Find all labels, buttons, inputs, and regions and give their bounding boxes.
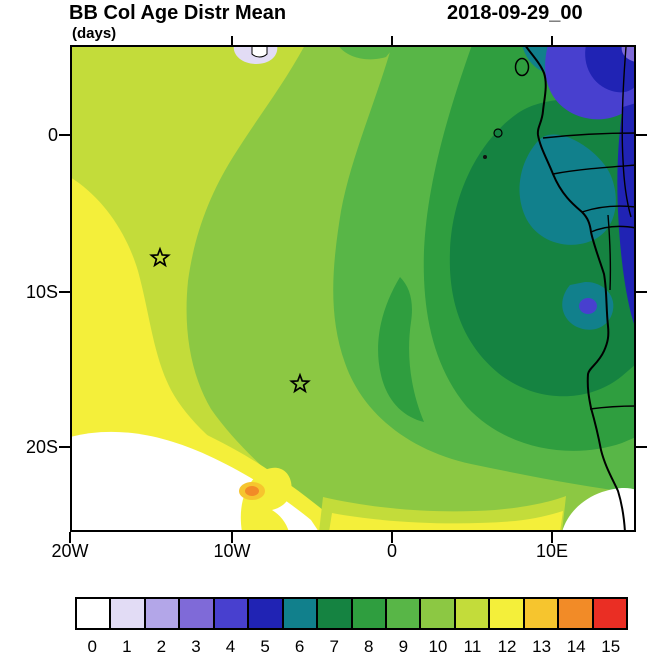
colorbar-cell-10	[421, 599, 456, 628]
colorbar-cell-14	[559, 599, 594, 628]
colorbar-cell-4	[214, 599, 250, 628]
colorbar-cell-9	[386, 599, 422, 628]
colorbar-cell-5	[249, 599, 284, 628]
x-tick-label-10w: 10W	[213, 541, 251, 561]
colorbar-tick-label: 15	[601, 637, 621, 656]
colorbar-cell-12	[490, 599, 525, 628]
colorbar-tick-label: 13	[532, 637, 552, 656]
contour-southeast-0d	[562, 487, 636, 532]
island-annobon	[483, 155, 487, 159]
colorbar-tick-label: 11	[463, 637, 482, 656]
colorbar-tick-label: 12	[497, 637, 517, 656]
colorbar-cell-15	[593, 599, 626, 628]
contour-top-notch-0d	[251, 45, 268, 58]
contour-pocket-14d	[245, 486, 259, 496]
island-bioko	[514, 57, 530, 77]
y-tick-label-0: 0	[47, 125, 58, 145]
contour-pocket-4d	[579, 298, 597, 314]
island-sao-tome	[493, 128, 503, 138]
colorbar-cell-1	[111, 599, 146, 628]
colorbar-tick-label: 0	[87, 637, 98, 656]
colorbar-cell-3	[180, 599, 215, 628]
colorbar-cell-11	[455, 599, 491, 628]
colorbar-tick-label: 7	[329, 637, 339, 656]
x-tick-label-0: 0	[386, 541, 397, 561]
colorbar-tick-label: 6	[294, 637, 305, 656]
plot-timestamp: 2018-09-29_00	[447, 2, 583, 24]
plot-units: (days)	[72, 25, 117, 42]
colorbar: 0 1 2 3 4 5 6 7 8 9 10 11 12 13 14 15	[75, 597, 628, 657]
colorbar-cell-8	[352, 599, 387, 628]
colorbar-tick-label: 9	[398, 637, 409, 656]
x-tick-label-20w: 20W	[51, 541, 89, 561]
contour-coast-6d	[519, 134, 616, 245]
colorbar-cell-7	[318, 599, 353, 628]
contour-east-edge-5d	[617, 103, 636, 329]
colorbar-cell-6	[283, 599, 319, 628]
map-frame	[70, 45, 636, 532]
colorbar-cell-0	[77, 599, 112, 628]
country-borders	[542, 46, 636, 410]
y-tick-label-20s: 20S	[25, 437, 58, 457]
plot-title: BB Col Age Distr Mean	[69, 2, 287, 24]
x-tick-label-10e: 10E	[535, 541, 569, 561]
colorbar-tick-label: 14	[566, 637, 586, 656]
colorbar-tick-label: 3	[191, 637, 201, 656]
axis-ticks	[59, 36, 647, 543]
colorbar-tick-label: 1	[122, 637, 132, 656]
colorbar-tick-label: 10	[428, 637, 448, 656]
map-area	[70, 45, 636, 532]
colorbar-tick-label: 2	[156, 637, 167, 656]
colorbar-cells	[75, 597, 628, 630]
colorbar-labels: 0 1 2 3 4 5 6 7 8 9 10 11 12 13 14 15	[75, 637, 628, 657]
y-tick-label-10s: 10S	[25, 282, 58, 302]
colorbar-tick-label: 8	[364, 637, 374, 656]
colorbar-tick-label: 4	[225, 637, 236, 656]
contour-topdip-9d	[338, 45, 396, 60]
coastline	[524, 45, 626, 532]
colorbar-tick-label: 5	[260, 637, 270, 656]
colorbar-cell-2	[145, 599, 181, 628]
colorbar-cell-13	[524, 599, 560, 628]
contour-bottom-band-12d	[329, 511, 563, 532]
contour-swirl-8d	[378, 277, 424, 422]
